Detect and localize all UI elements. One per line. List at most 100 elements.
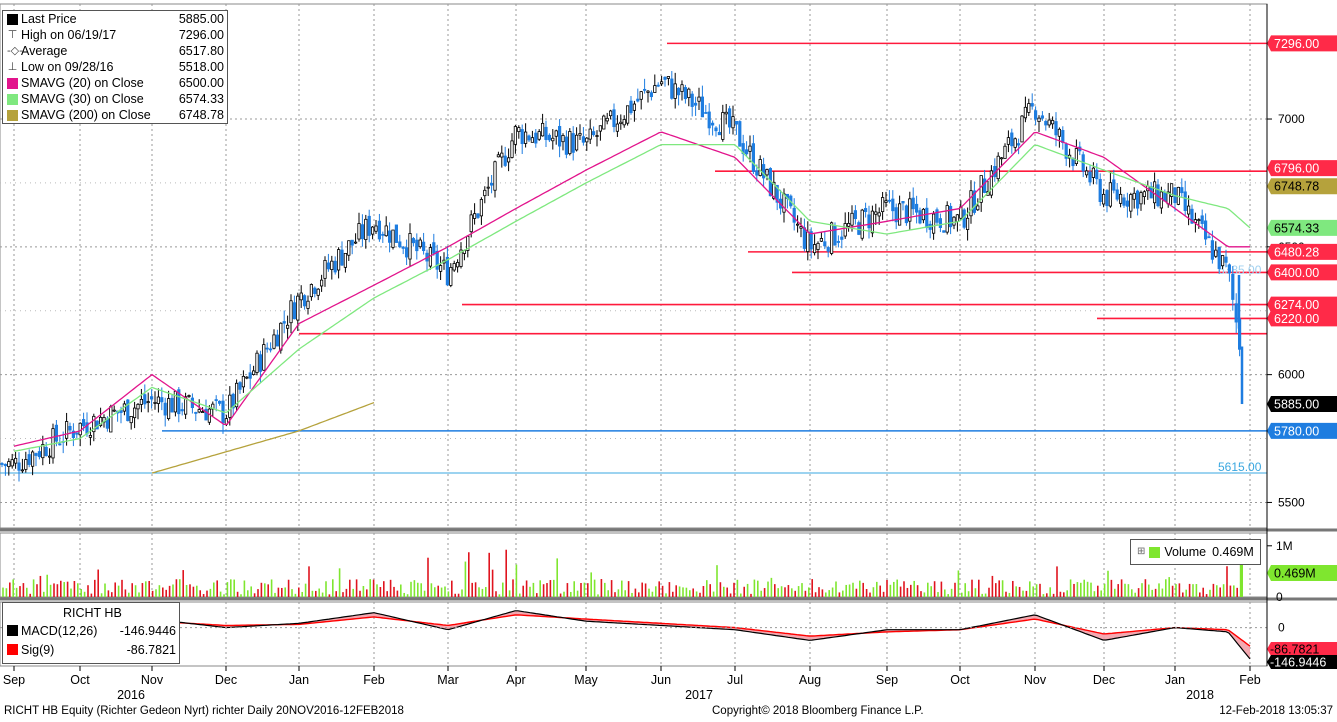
price-bar [874,211,878,215]
price-bar [639,91,643,100]
legend-name: Last Price [21,12,77,26]
price-bar [717,131,722,136]
x-tick-label: Nov [1024,673,1047,687]
price-bar [782,193,786,213]
legend-entry: SMAVG (20) on Close 6500.00 [3,75,227,91]
price-bar [935,209,939,223]
price-bar [836,241,841,243]
price-bar [265,347,269,350]
legend-swatch [7,625,18,636]
price-bar [1224,256,1228,263]
price-bar [898,203,902,226]
price-bar [1047,119,1051,126]
legend-entry: ⊥ Low on 09/28/16 5518.00 [3,59,227,75]
price-bar [289,300,293,324]
price-bar [360,224,365,240]
price-legend: Last Price 5885.00 ⊤ High on 06/19/17 7296.0… [2,10,228,124]
price-bar [853,210,858,220]
price-bar [1207,236,1211,239]
price-bar [911,197,915,210]
price-bar [762,164,766,179]
price-bar [7,461,11,468]
price-bar [41,444,45,459]
legend-marker-icon: ⊥ [7,61,18,73]
price-bar [524,131,528,144]
x-tick-label: May [574,673,598,687]
price-bar [673,83,677,99]
price-bar [571,133,575,153]
price-bar [1129,194,1133,212]
price-bar [139,399,143,405]
price-badge [1267,35,1337,52]
price-bar [299,292,303,301]
price-tick-label: 7000 [1278,112,1305,126]
price-bar [1153,181,1157,204]
price-bar [1010,132,1014,147]
price-bar [146,401,150,404]
price-bar [483,189,487,197]
price-bar [867,214,871,229]
macd-badge-label: -86.7821 [1270,643,1319,657]
price-bar [575,134,579,151]
price-badge [1267,243,1337,260]
price-bar [1193,219,1197,223]
price-bar [357,223,361,240]
price-bar [1013,138,1017,148]
price-bar [972,190,977,213]
price-badge [1267,160,1337,177]
legend-value: -86.7821 [126,642,176,657]
price-bar [177,389,181,415]
price-bar [979,175,983,203]
price-bar [1217,246,1221,269]
ma-line-20 [13,131,1250,447]
price-bar [449,267,453,286]
price-bar [24,459,28,470]
price-bar [949,205,953,228]
legend-value: 6748.78 [178,108,224,122]
price-bar [1054,121,1058,136]
price-badge-label: 6400.00 [1274,266,1319,280]
legend-entry: SMAVG (200) on Close 6748.78 [3,107,227,123]
price-bar [1051,120,1055,125]
price-bar [938,218,943,228]
price-bar [918,210,922,224]
volume-legend-icon: ⊞ [1137,546,1146,557]
price-bar [472,213,477,219]
price-bar [350,239,354,246]
price-bar [775,184,779,203]
price-bar [411,238,416,244]
price-bar [418,239,422,248]
price-bar [1122,197,1126,206]
price-bar [840,236,844,240]
price-bar [1088,171,1092,183]
price-bar [319,279,324,287]
price-bar [272,334,276,349]
x-tick-label: Oct [950,673,970,687]
legend-entry: SMAVG (30) on Close 6574.33 [3,91,227,107]
price-bar [966,217,970,230]
price-bar [1040,115,1044,119]
legend-entry: ⊤ High on 06/19/17 7296.00 [3,27,227,43]
legend-value: 5885.00 [178,12,224,26]
price-bar [285,324,290,329]
price-bar [166,398,171,420]
legend-swatch [7,13,18,25]
price-bar [894,207,898,223]
price-bar [156,396,160,404]
price-bar [343,252,348,268]
legend-name: SMAVG (20) on Close [21,76,144,90]
legend-name: High on 06/19/17 [21,28,117,42]
price-bar [816,242,820,250]
price-bar [44,446,48,457]
price-bar [238,382,242,390]
price-bar [510,140,514,158]
price-bar [316,288,320,296]
legend-name: SMAVG (30) on Close [21,92,144,106]
price-bar [517,127,521,132]
price-bar [558,126,562,147]
price-bar [1030,103,1034,107]
price-bar [1221,255,1225,267]
price-bar [404,247,409,258]
price-bar [398,241,402,248]
price-bar [364,218,368,240]
